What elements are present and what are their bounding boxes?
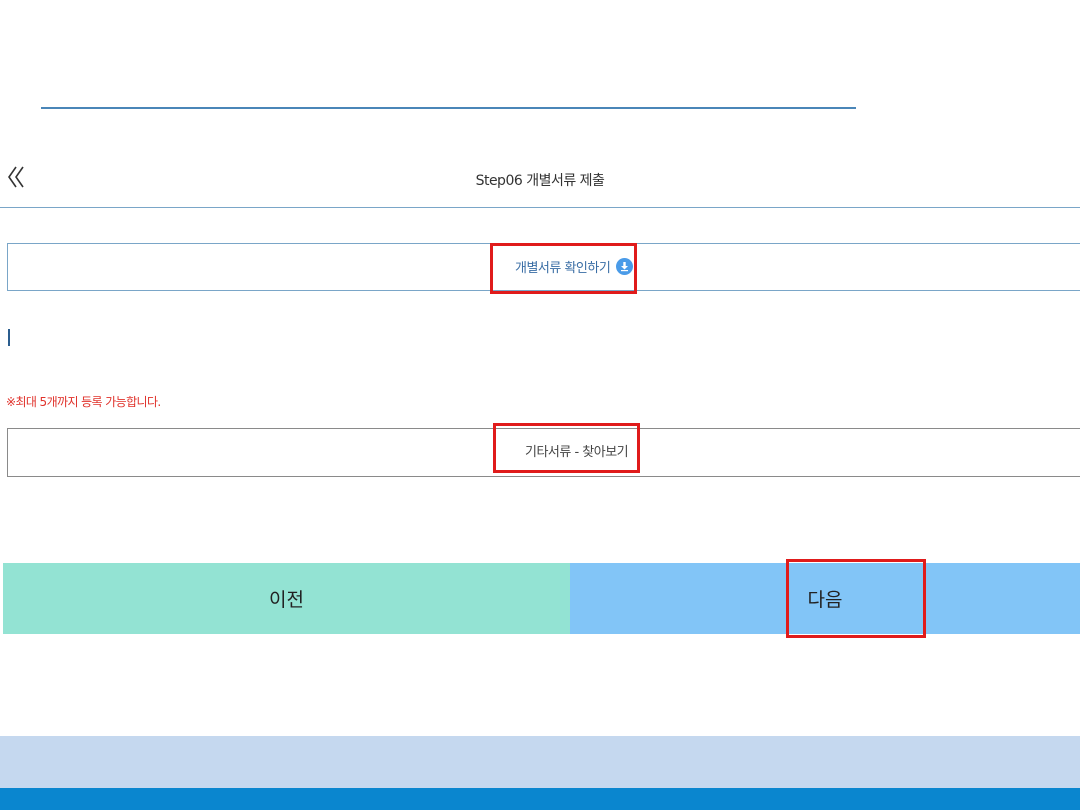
footer-dark-band bbox=[0, 788, 1080, 810]
document-check-box: 개별서류 확인하기 bbox=[7, 243, 1080, 291]
next-button[interactable]: 다음 bbox=[570, 563, 1080, 634]
prev-button[interactable]: 이전 bbox=[3, 563, 570, 634]
browse-other-documents-button[interactable]: 기타서류 - 찾아보기 bbox=[525, 445, 629, 460]
double-chevron-left-icon bbox=[8, 166, 24, 188]
page-header: Step06 개별서류 제출 bbox=[0, 160, 1080, 208]
check-documents-label: 개별서류 확인하기 bbox=[515, 261, 611, 276]
page-title: Step06 개별서류 제출 bbox=[475, 173, 605, 189]
footer-light-band bbox=[0, 736, 1080, 788]
section-marker bbox=[8, 329, 10, 346]
back-button[interactable] bbox=[6, 164, 28, 190]
file-upload-box: 기타서류 - 찾아보기 bbox=[7, 428, 1080, 477]
upload-limit-notice: ※최대 5개까지 등록 가능합니다. bbox=[6, 395, 161, 409]
download-icon bbox=[616, 258, 634, 275]
top-divider bbox=[41, 107, 856, 109]
check-documents-button[interactable]: 개별서류 확인하기 bbox=[515, 257, 634, 276]
